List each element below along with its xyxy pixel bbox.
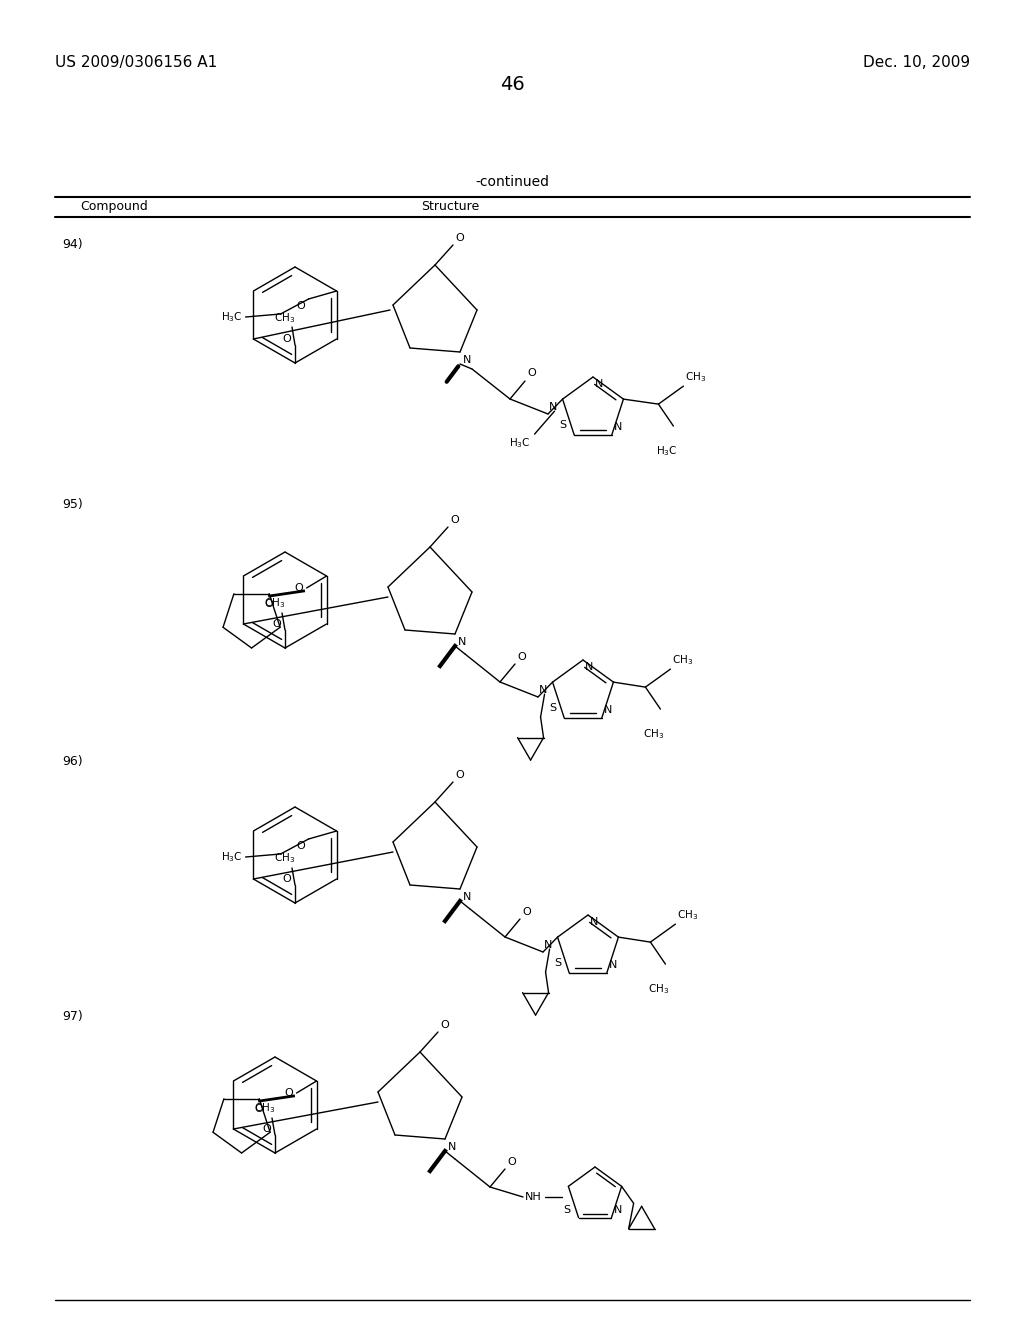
Text: S: S (549, 702, 556, 713)
Text: 94): 94) (62, 238, 83, 251)
Text: O: O (272, 619, 281, 630)
Text: H$_3$C: H$_3$C (509, 436, 530, 450)
Text: H$_3$C: H$_3$C (221, 310, 243, 323)
Text: CH$_3$: CH$_3$ (274, 312, 296, 325)
Text: CH$_3$: CH$_3$ (264, 597, 286, 610)
Text: NH: NH (525, 1192, 542, 1203)
Text: O: O (255, 1104, 263, 1114)
Text: Structure: Structure (421, 201, 479, 213)
Text: O: O (283, 874, 291, 884)
Text: 97): 97) (62, 1010, 83, 1023)
Text: Compound: Compound (80, 201, 147, 213)
Text: N: N (458, 638, 466, 647)
Text: O: O (285, 1088, 294, 1098)
Text: N: N (449, 1142, 457, 1152)
Text: Dec. 10, 2009: Dec. 10, 2009 (863, 55, 970, 70)
Text: H$_3$C: H$_3$C (655, 444, 677, 458)
Text: CH$_3$: CH$_3$ (254, 1101, 275, 1115)
Text: 95): 95) (62, 498, 83, 511)
Text: CH$_3$: CH$_3$ (648, 982, 669, 995)
Text: O: O (295, 583, 303, 593)
Text: O: O (455, 770, 464, 780)
Text: CH$_3$: CH$_3$ (274, 851, 296, 865)
Text: CH$_3$: CH$_3$ (685, 371, 707, 384)
Text: O: O (507, 1158, 516, 1167)
Text: N: N (463, 892, 471, 902)
Text: S: S (559, 420, 566, 430)
Text: O: O (262, 1125, 271, 1134)
Text: O: O (522, 907, 530, 917)
Text: N: N (585, 663, 593, 672)
Text: CH$_3$: CH$_3$ (643, 727, 664, 741)
Text: O: O (440, 1020, 449, 1030)
Text: CH$_3$: CH$_3$ (673, 653, 693, 667)
Text: O: O (283, 334, 291, 345)
Text: US 2009/0306156 A1: US 2009/0306156 A1 (55, 55, 217, 70)
Text: CH$_3$: CH$_3$ (678, 908, 698, 923)
Text: N: N (604, 705, 612, 715)
Text: N: N (463, 355, 471, 366)
Text: O: O (527, 368, 536, 378)
Text: S: S (554, 958, 561, 968)
Text: 46: 46 (500, 75, 524, 94)
Text: N: N (595, 379, 603, 389)
Text: N: N (549, 403, 557, 412)
Text: O: O (297, 301, 305, 312)
Text: 96): 96) (62, 755, 83, 768)
Text: O: O (265, 599, 273, 609)
Text: -continued: -continued (475, 176, 549, 189)
Text: N: N (613, 422, 623, 432)
Text: N: N (540, 685, 548, 696)
Text: O: O (450, 515, 459, 525)
Text: S: S (563, 1205, 570, 1214)
Text: H$_3$C: H$_3$C (221, 850, 243, 863)
Text: N: N (590, 917, 598, 927)
Text: O: O (297, 841, 305, 851)
Text: O: O (455, 234, 464, 243)
Text: N: N (544, 940, 553, 950)
Text: O: O (517, 652, 525, 663)
Text: N: N (609, 960, 617, 970)
Text: N: N (613, 1205, 622, 1214)
